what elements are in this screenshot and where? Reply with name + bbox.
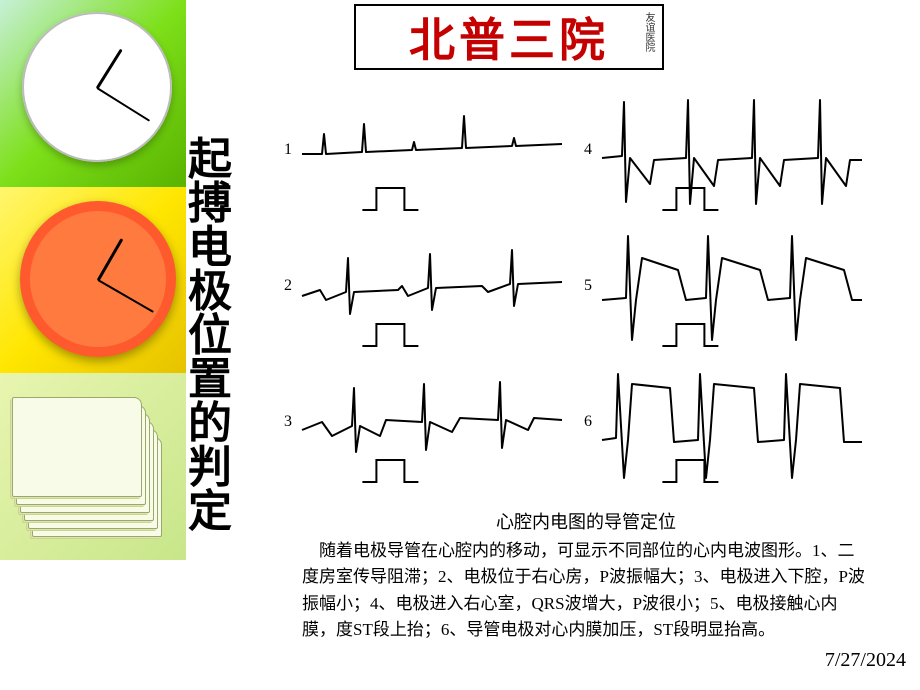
analog-clock-icon — [22, 12, 172, 162]
svg-text:5: 5 — [584, 277, 592, 294]
hospital-logo-box: 北普三院 友谊医院 — [354, 4, 664, 70]
figure-caption: 心腔内电图的导管定位 — [302, 508, 870, 534]
paper-stack-icon — [10, 393, 176, 543]
svg-text:1: 1 — [284, 141, 292, 158]
svg-text:3: 3 — [284, 413, 292, 430]
deco-tile-clock-green — [0, 0, 186, 187]
deco-tile-papers — [0, 373, 186, 560]
svg-text:2: 2 — [284, 277, 292, 294]
ecg-waveform-diagram: 1 4 2 5 3 6 — [276, 86, 876, 490]
figure-description: 随着电极导管在心腔内的移动，可显示不同部位的心内电波图形。1、二度房室传导阻滞；… — [302, 538, 870, 643]
svg-text:4: 4 — [584, 141, 592, 158]
left-deco-column — [0, 0, 186, 560]
hospital-logo-mark: 友谊医院 — [643, 12, 654, 52]
hospital-logo-text: 北普三院 — [409, 4, 609, 70]
slide-vertical-title: 起搏电极位置的判定 — [186, 138, 234, 534]
svg-text:6: 6 — [584, 413, 592, 430]
slide-date: 7/27/2024 — [825, 649, 906, 672]
deco-tile-clock-yellow — [0, 187, 186, 374]
analog-clock-orange-icon — [20, 201, 176, 357]
